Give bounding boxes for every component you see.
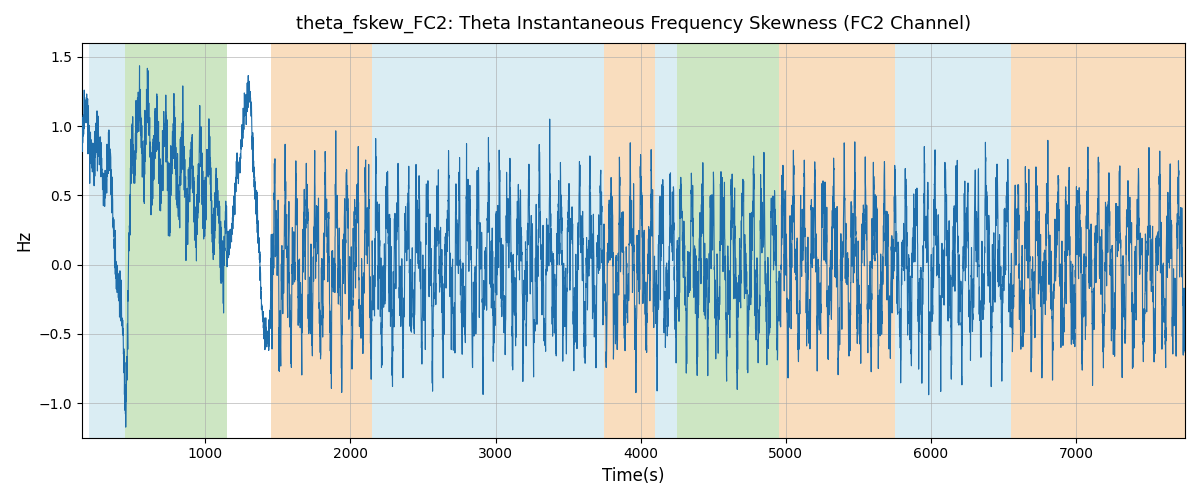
X-axis label: Time(s): Time(s) <box>602 467 665 485</box>
Bar <box>677 43 779 438</box>
Bar <box>895 43 1010 438</box>
Bar <box>270 43 372 438</box>
Bar <box>779 43 895 438</box>
Bar <box>655 43 677 438</box>
Y-axis label: Hz: Hz <box>14 230 32 251</box>
Bar <box>126 43 227 438</box>
Bar <box>89 43 126 438</box>
Bar <box>605 43 655 438</box>
Bar <box>372 43 605 438</box>
Bar <box>1010 43 1186 438</box>
Title: theta_fskew_FC2: Theta Instantaneous Frequency Skewness (FC2 Channel): theta_fskew_FC2: Theta Instantaneous Fre… <box>296 15 971 34</box>
